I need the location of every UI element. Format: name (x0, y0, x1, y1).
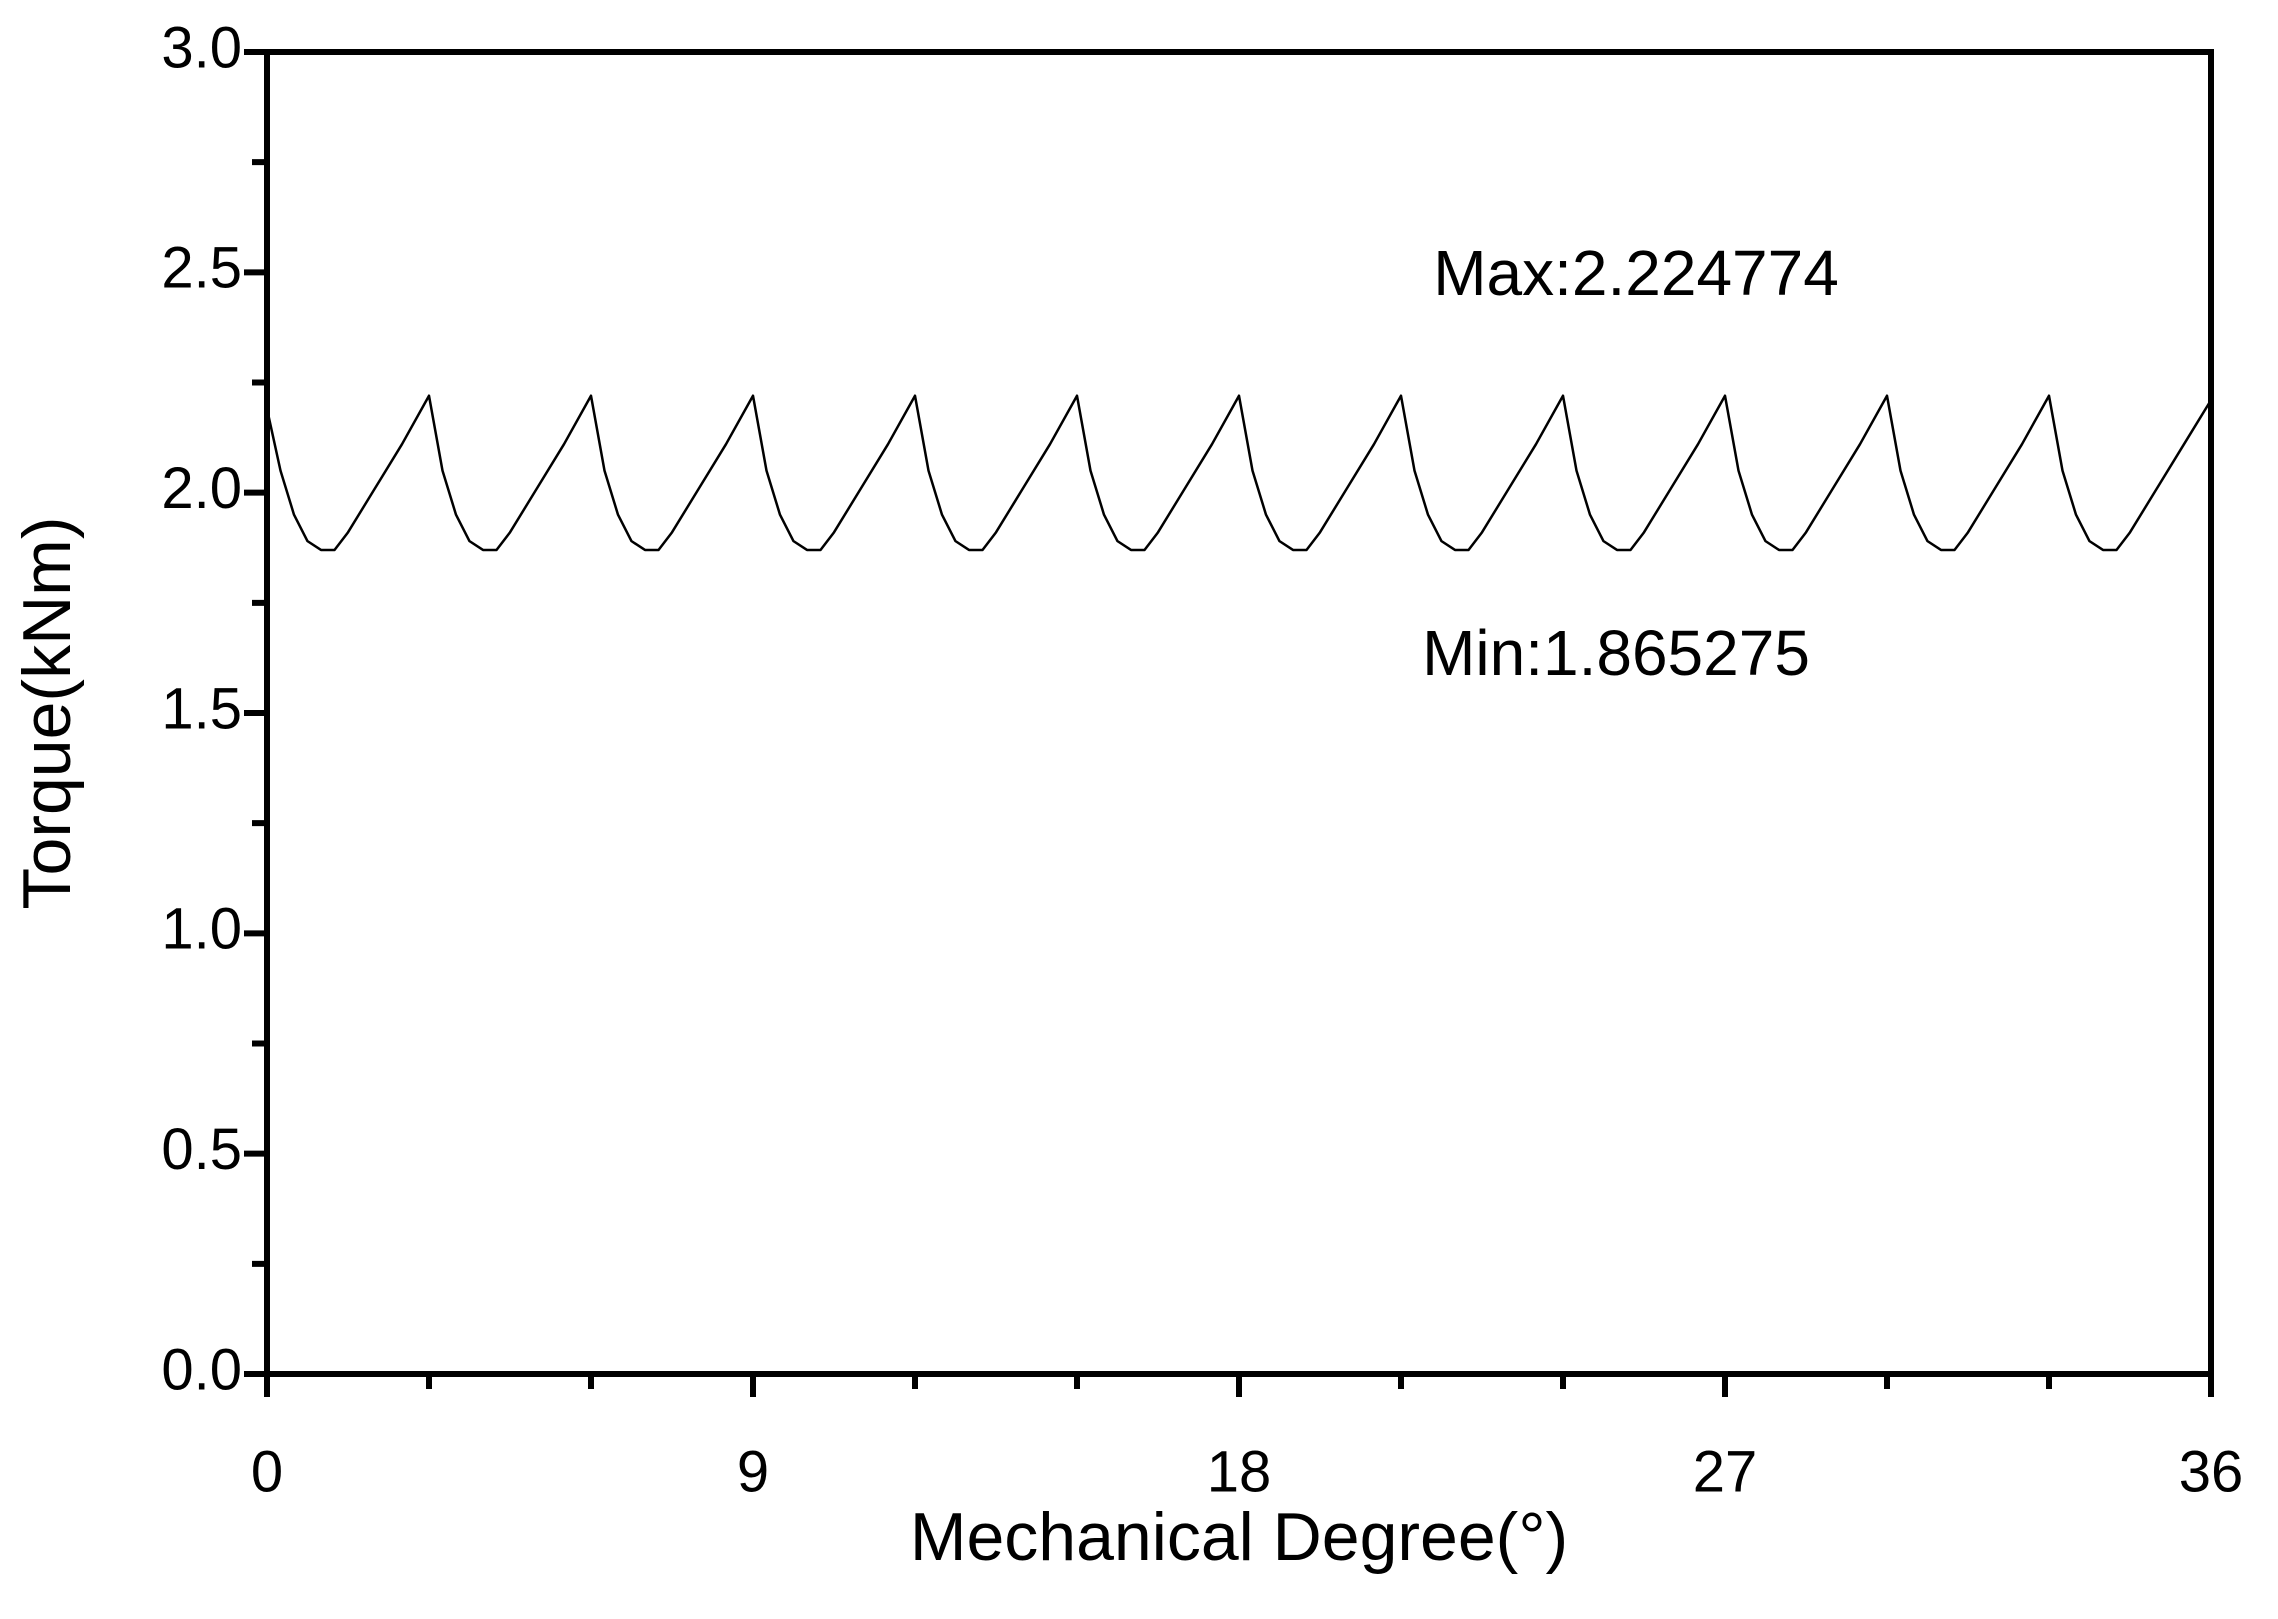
y-tick-label: 0.5 (161, 1117, 242, 1182)
line-series (265, 394, 2213, 552)
plot-frame (264, 49, 2214, 1377)
min-annotation: Min:1.865275 (1422, 617, 1810, 689)
x-tick-label: 27 (1693, 1439, 1758, 1504)
y-tick-label: 2.5 (161, 236, 242, 301)
y-tick-label: 1.0 (161, 897, 242, 962)
x-axis-title: Mechanical Degree(°) (910, 1499, 1568, 1575)
x-tick-label: 18 (1207, 1439, 1272, 1504)
y-axis-title: Torque(kNm) (9, 517, 85, 910)
y-tick-label: 0.0 (161, 1337, 242, 1402)
y-tick-label: 2.0 (161, 456, 242, 521)
y-tick-label: 3.0 (161, 15, 242, 80)
x-tick-label: 9 (737, 1439, 769, 1504)
max-annotation: Max:2.224774 (1433, 237, 1839, 309)
y-tick-label: 1.5 (161, 676, 242, 741)
x-tick-label: 0 (251, 1439, 283, 1504)
x-tick-label: 36 (2179, 1439, 2244, 1504)
